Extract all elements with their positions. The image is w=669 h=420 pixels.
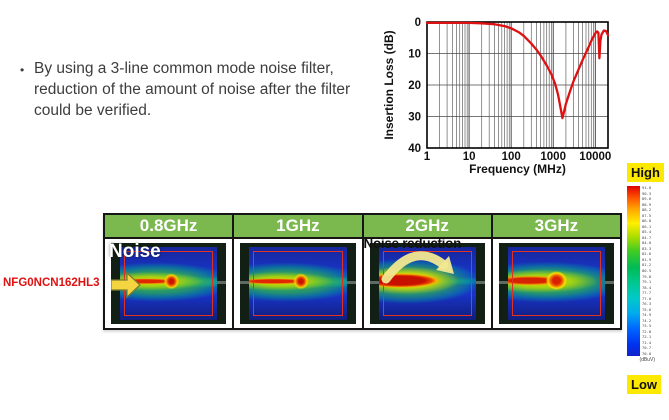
panel-frequency-label: 1GHz [276, 216, 320, 235]
measurement-region-outline [253, 251, 343, 316]
insertion-loss-chart: 0 10 20 30 40 1 10 100 1000 10000 Frequency (MHz) I… [380, 0, 624, 176]
svg-text:10000: 10000 [579, 151, 611, 163]
panel-header: 0.8GHz [105, 215, 233, 239]
component-pointer-arrow-icon [111, 271, 141, 299]
svg-text:Frequency (MHz): Frequency (MHz) [469, 162, 566, 176]
panel-body [492, 239, 620, 328]
svg-text:40: 40 [408, 143, 421, 155]
panel-body: Noise [105, 239, 233, 328]
panel-body [234, 239, 362, 328]
svg-text:Insertion Loss (dB): Insertion Loss (dB) [382, 30, 396, 139]
colorbar-high-label: High [627, 163, 664, 182]
measurement-region-outline [382, 251, 472, 316]
panel-1ghz: 1GHz [234, 215, 364, 328]
panel-frequency-label: 0.8GHz [139, 216, 198, 235]
bullet-text-block: • By using a 3-line common mode noise fi… [20, 58, 390, 121]
bullet-marker: • [20, 63, 25, 77]
svg-text:1: 1 [424, 151, 431, 163]
svg-text:30: 30 [408, 112, 421, 124]
panel-2ghz: 2GHz Noise reduction [363, 215, 493, 328]
colorbar-unit: (dBuV) [639, 357, 655, 363]
bullet-line-3: could be verified. [34, 102, 152, 119]
colorbar-scale-values: 91.0 90.3 89.6 88.9 88.2 87.5 86.8 86.1 85.4 84.7… [642, 185, 652, 356]
component-label: NFG0NCN162HL3 [3, 277, 100, 289]
bullet-line-1: By using a 3-line common mode noise filt… [34, 60, 334, 77]
thermal-panel-strip: 0.8GHz Noise 1GHz 2GHz [103, 213, 622, 330]
bullet-line-2: reduction of the amount of noise after t… [34, 81, 351, 98]
thermal-image [498, 243, 614, 324]
panel-frequency-label: 3GHz [534, 216, 579, 235]
panel-header: 3GHz [492, 215, 620, 239]
noise-reduction-annotation: Noise reduction [363, 236, 462, 251]
svg-text:1000: 1000 [540, 151, 566, 163]
svg-text:10: 10 [463, 151, 476, 163]
noise-annotation: Noise [109, 241, 161, 262]
colorbar-gradient [627, 186, 640, 356]
panel-frequency-label: 2GHz [405, 216, 449, 235]
thermal-heatmap [249, 247, 347, 320]
panel-0-8ghz: 0.8GHz Noise [105, 215, 235, 328]
panel-header: 1GHz [234, 215, 362, 239]
intensity-colorbar: High 91.0 90.3 89.6 88.9 88.2 87.5 86.8 86.1 85.… [627, 163, 667, 394]
insertion-loss-chart-svg: 0 10 20 30 401 10 100 1000 10000 Frequency (MHz) I… [382, 17, 611, 176]
thermal-heatmap [507, 247, 605, 320]
thermal-image [369, 243, 485, 324]
panel-header: 2GHz [363, 215, 491, 239]
panel-3ghz: 3GHz [492, 215, 620, 328]
panel-body: Noise reduction [363, 236, 491, 328]
thermal-image [240, 243, 356, 324]
svg-text:20: 20 [408, 80, 421, 92]
svg-text:0: 0 [415, 17, 421, 29]
svg-text:100: 100 [502, 151, 521, 163]
measurement-region-outline [511, 251, 601, 316]
noise-reduction-curved-arrow-icon [381, 251, 454, 284]
colorbar-low-label: Low [627, 375, 661, 394]
svg-text:10: 10 [408, 49, 421, 61]
